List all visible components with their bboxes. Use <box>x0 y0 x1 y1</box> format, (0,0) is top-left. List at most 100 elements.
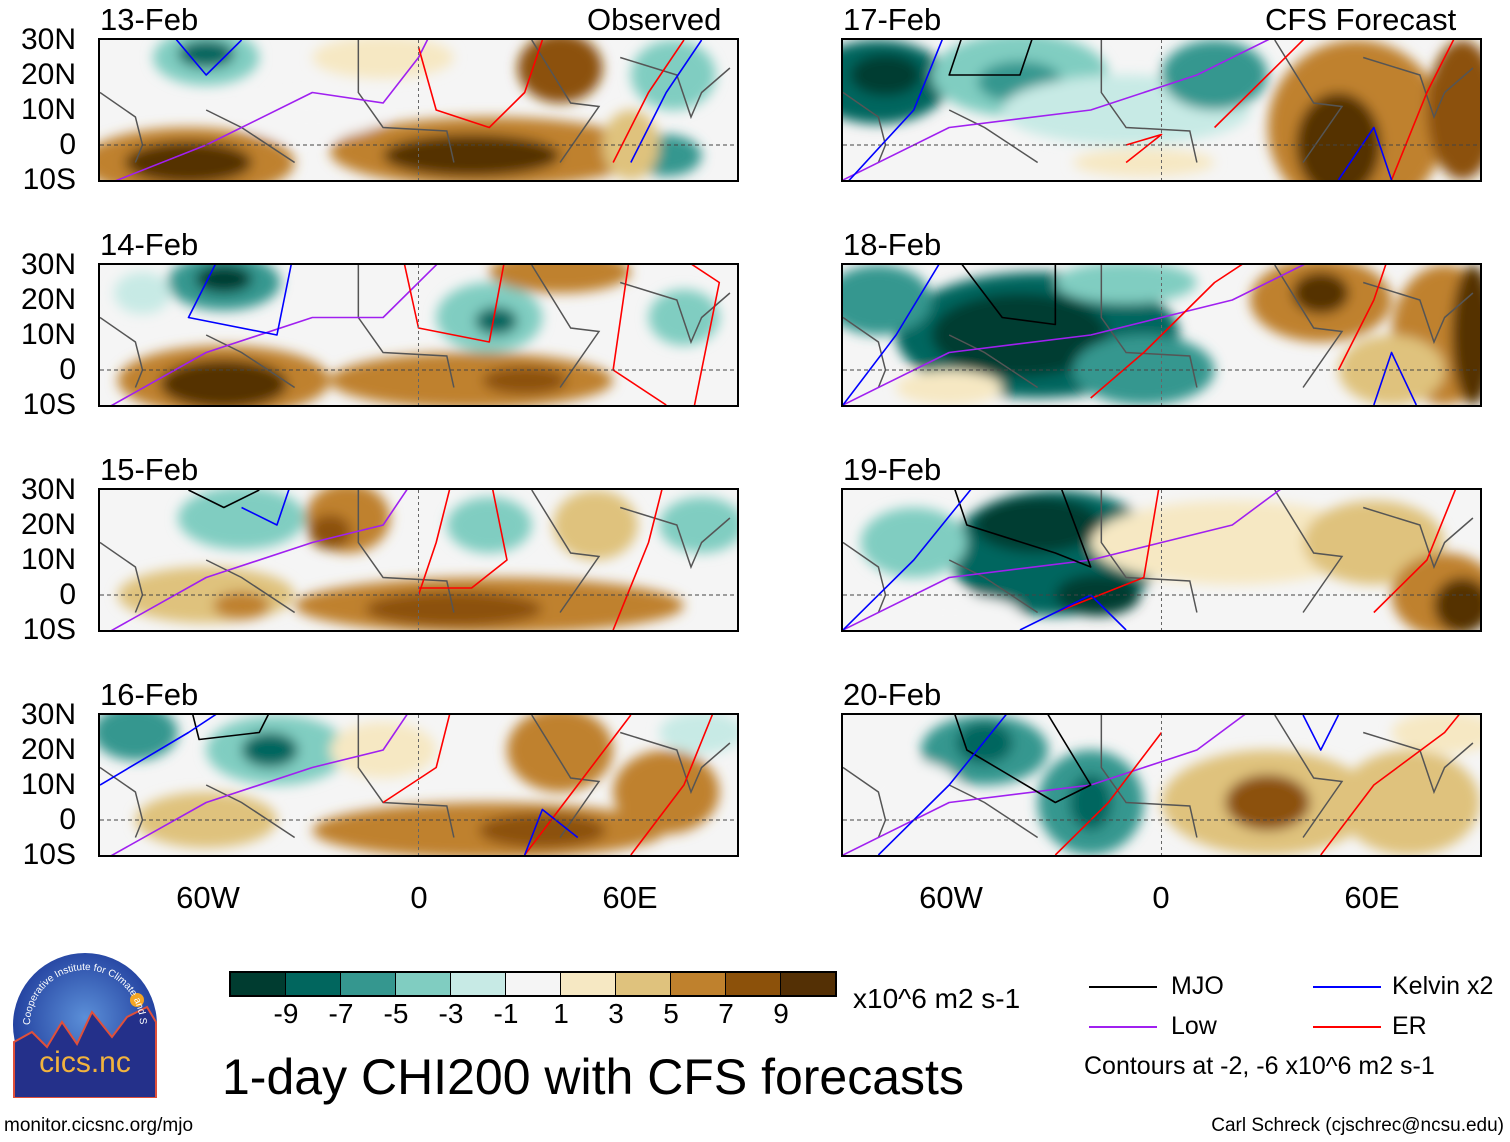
panel-date: 16-Feb <box>100 677 199 712</box>
lon-label-right-60e: 60E <box>1344 880 1400 915</box>
lat-label: 20N <box>20 733 76 766</box>
map-panel-18-feb <box>841 263 1482 407</box>
panel-date: 15-Feb <box>100 452 199 487</box>
chi200-anomaly-region <box>1073 148 1215 177</box>
chi200-anomaly-region <box>1451 265 1480 405</box>
map-panel-14-feb <box>98 263 739 407</box>
wave-contour <box>418 490 508 589</box>
wave-contour <box>1214 40 1305 129</box>
chi200-anomaly-region <box>475 307 518 335</box>
coastline <box>100 265 731 389</box>
panel-date: 20-Feb <box>843 677 942 712</box>
colorbar-swatch <box>231 973 286 995</box>
lon-label-right-0: 0 <box>1152 880 1170 915</box>
coastline <box>843 490 1474 614</box>
colorbar-tick-label: 7 <box>718 998 734 1029</box>
legend-mjo-line <box>1089 986 1157 988</box>
wave-contour <box>241 490 290 526</box>
chi200-anomaly-region <box>602 110 660 180</box>
colorbar-units: x10^6 m2 s-1 <box>853 983 1021 1014</box>
coastline <box>843 40 1474 164</box>
wave-contour <box>382 715 451 804</box>
figure-title: 1-day CHI200 with CFS forecasts <box>222 1049 964 1105</box>
chi200-anomaly-region <box>552 490 638 560</box>
chi200-anomaly-region <box>177 490 306 550</box>
lat-label: 30N <box>20 698 76 731</box>
chi200-anomaly-region <box>213 591 270 620</box>
colorbar-swatch <box>506 973 561 995</box>
colorbar-tick-label: -1 <box>493 998 519 1029</box>
panel-date: 13-Feb <box>100 2 199 37</box>
lat-label: 10N <box>20 318 76 351</box>
panel-date: 14-Feb <box>100 227 199 262</box>
chi200-anomaly-region <box>482 366 568 395</box>
colorbar-tick-label: -5 <box>383 998 409 1029</box>
wave-contour <box>188 490 260 509</box>
chi200-anomaly-region <box>648 289 720 346</box>
colorbar-swatch <box>561 973 616 995</box>
chi200-anomaly-region <box>1338 750 1480 855</box>
chi200-anomaly-region <box>160 359 288 405</box>
legend-er: ER <box>1392 1012 1427 1040</box>
lat-label: 0 <box>59 803 76 836</box>
wave-contour <box>1125 133 1163 164</box>
chi200-anomaly-region <box>241 96 384 138</box>
wave-contour <box>954 715 1092 804</box>
chi200-anomaly-region <box>613 750 720 834</box>
chi200-anomaly-region <box>100 715 178 761</box>
colorbar-swatch <box>781 973 835 995</box>
wave-contour <box>1390 40 1455 180</box>
chi200-anomaly-region <box>843 265 932 335</box>
map-panel-17-feb <box>841 38 1482 182</box>
author-credit: Carl Schreck (cjschrec@ncsu.edu) <box>1211 1115 1504 1136</box>
chi200-anomaly-region <box>1055 265 1197 304</box>
wave-contour <box>192 715 269 741</box>
legend-kelvin: Kelvin x2 <box>1392 972 1494 1000</box>
chi200-anomaly-region <box>878 595 1020 630</box>
chi200-anomaly-region <box>931 293 1109 377</box>
observed-label: Observed <box>587 2 722 37</box>
wave-contour <box>110 490 408 630</box>
chi200-anomaly-region <box>1225 774 1311 831</box>
logo-text: cics.nc <box>39 1046 131 1079</box>
wave-contour <box>175 40 243 76</box>
lat-label: 10S <box>22 613 76 646</box>
wave-contour <box>1337 126 1393 180</box>
colorbar <box>229 971 837 997</box>
wave-contour <box>403 265 505 343</box>
lat-label: 10N <box>20 93 76 126</box>
wave-contour <box>691 265 721 405</box>
lat-label: 10N <box>20 768 76 801</box>
chi200-anomaly-region <box>850 54 921 96</box>
chi200-anomaly-region <box>1161 40 1268 110</box>
chi200-anomaly-region <box>896 370 1003 405</box>
wave-contour <box>417 40 544 129</box>
legend-low: Low <box>1171 1012 1217 1040</box>
wave-contour <box>417 490 451 596</box>
chi200-anomaly-region <box>517 40 603 103</box>
wave-contour <box>1302 715 1340 751</box>
colorbar-swatch <box>396 973 451 995</box>
chi200-anomaly-region <box>308 514 352 550</box>
chi200-anomaly-region <box>489 265 631 293</box>
colorbar-tick-label: -7 <box>328 998 354 1029</box>
lat-label: 0 <box>59 128 76 161</box>
map-panel-16-feb <box>98 713 739 857</box>
lat-label: 10S <box>22 388 76 421</box>
lat-label: 0 <box>59 353 76 386</box>
lon-label-left-60e: 60E <box>602 880 658 915</box>
wave-contour <box>612 490 663 630</box>
colorbar-swatch <box>671 973 726 995</box>
wave-contour <box>961 265 1057 326</box>
wave-contour <box>110 715 408 855</box>
chi200-anomaly-region <box>956 722 1013 764</box>
chi200-anomaly-region <box>114 272 171 314</box>
source-url[interactable]: monitor.cicsnc.org/mjo <box>4 1115 194 1136</box>
lat-label: 0 <box>59 578 76 611</box>
wave-contour <box>843 490 972 630</box>
wave-contour <box>843 265 940 405</box>
colorbar-swatch <box>286 973 341 995</box>
forecast-label: CFS Forecast <box>1265 2 1457 37</box>
lat-label: 10N <box>20 543 76 576</box>
wave-contour <box>1373 351 1418 405</box>
